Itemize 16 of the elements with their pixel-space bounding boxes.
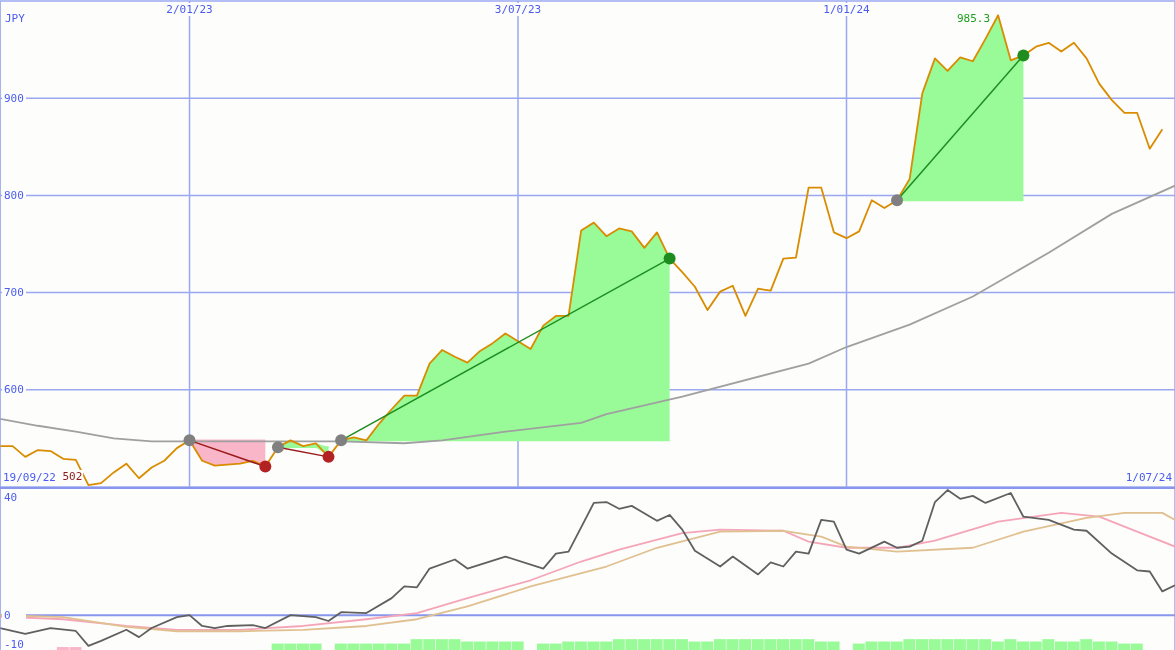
x-tick-label: 1/01/24 — [823, 3, 871, 16]
y-tick-label: 600 — [4, 383, 24, 397]
x-tick-label: 2/01/23 — [166, 3, 213, 16]
y-tick-label: 40 — [4, 491, 18, 505]
annotation: 985.3 — [956, 12, 992, 26]
y-tick-label: 700 — [4, 286, 24, 300]
annotation: 1/07/24 — [1125, 471, 1172, 484]
annotation: 502 — [61, 470, 84, 484]
annotation: 19/09/22 — [3, 471, 56, 484]
x-tick-label: 3/07/23 — [494, 3, 542, 16]
y-tick-label: 900 — [4, 91, 24, 105]
line-series — [0, 184, 1175, 445]
y-tick-label: 0 — [4, 608, 11, 622]
y-tick-label: -10 — [4, 637, 24, 650]
y-axis-title: JPY — [5, 12, 25, 25]
y-tick-label: 800 — [4, 188, 24, 202]
